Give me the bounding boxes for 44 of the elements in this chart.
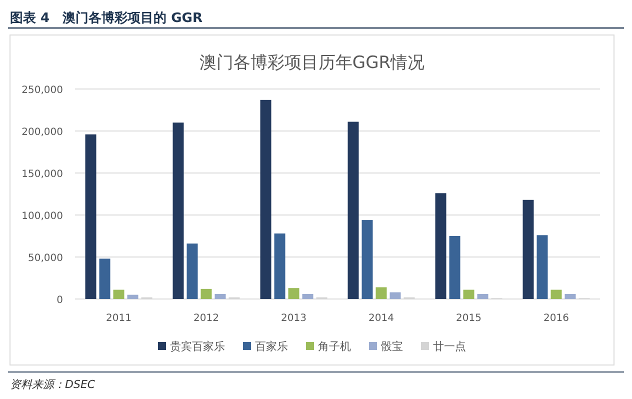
x-tick-label: 2016 xyxy=(544,313,569,324)
legend-label: 廿一点 xyxy=(433,340,466,353)
x-tick-label: 2014 xyxy=(368,313,394,324)
legend-label: 贵宾百家乐 xyxy=(170,340,225,353)
bar xyxy=(288,288,300,299)
bar xyxy=(186,244,198,299)
y-tick-label: 0 xyxy=(56,295,63,306)
bar xyxy=(522,200,534,299)
y-tick-label: 200,000 xyxy=(22,127,63,138)
chart-subtitle: 澳门各博彩项目历年GGR情况 xyxy=(199,53,425,73)
bar xyxy=(362,220,373,299)
bar xyxy=(260,100,272,299)
bar xyxy=(99,258,110,299)
bar xyxy=(172,122,184,299)
x-tick-label: 2015 xyxy=(456,313,482,324)
bar xyxy=(302,294,314,299)
y-tick-label: 100,000 xyxy=(22,211,63,222)
bar xyxy=(564,294,576,299)
bar xyxy=(536,235,548,299)
bar xyxy=(274,233,286,299)
bar xyxy=(348,122,359,299)
legend-label: 角子机 xyxy=(318,340,351,353)
bar xyxy=(376,287,387,299)
bar xyxy=(127,294,138,299)
bar xyxy=(113,290,124,299)
bar xyxy=(463,290,474,299)
bar xyxy=(550,290,562,299)
bar xyxy=(435,193,446,299)
bar xyxy=(214,294,226,299)
legend-label: 百家乐 xyxy=(255,340,288,353)
y-tick-label: 50,000 xyxy=(28,253,63,264)
x-tick-label: 2012 xyxy=(194,313,219,324)
text: 资料来源：DSEC xyxy=(10,378,96,391)
bar xyxy=(85,134,96,299)
bar xyxy=(200,288,212,299)
bar xyxy=(390,292,401,299)
y-tick-label: 150,000 xyxy=(22,169,63,180)
bar xyxy=(477,294,488,299)
legend-label: 骰宝 xyxy=(381,340,403,353)
x-tick-label: 2011 xyxy=(106,313,132,324)
bar xyxy=(449,236,460,299)
y-tick-label: 250,000 xyxy=(22,85,63,96)
chart-title: 图表 4 澳门各博彩项目的 GGR xyxy=(10,10,202,26)
x-tick-label: 2013 xyxy=(281,313,306,324)
